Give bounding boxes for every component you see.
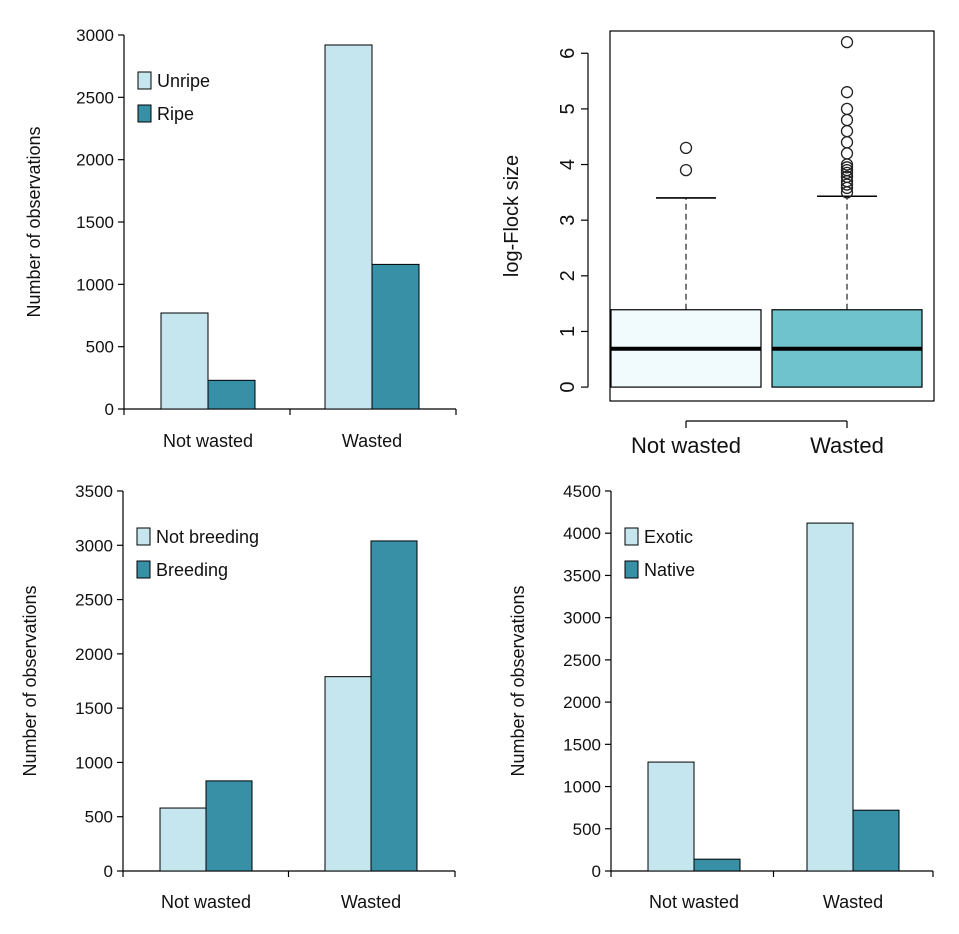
y-tick-label: 3000 <box>563 609 601 628</box>
outlier-point <box>840 166 854 180</box>
legend-label: Not breeding <box>156 527 259 547</box>
bar-breeding-not-wasted <box>205 780 253 872</box>
y-tick-label: 3500 <box>75 482 113 501</box>
legend-swatch <box>136 527 151 546</box>
chart-flock: 0 1 2 3 4 5 6 Not wasted Wasted log-Flock size <box>501 30 935 458</box>
y-tick-label: 1500 <box>76 213 114 232</box>
y-tick-label: 2000 <box>563 693 601 712</box>
outlier-point <box>679 163 693 177</box>
outlier-point <box>679 141 693 154</box>
outlier-point <box>840 178 854 191</box>
y-tick-label: 1000 <box>75 753 113 772</box>
outlier-point <box>840 86 854 99</box>
x-category-label: Wasted <box>341 892 401 912</box>
y-tick-label: 2000 <box>76 151 114 170</box>
legend-label: Unripe <box>157 71 210 91</box>
y-axis-label: Number of observations <box>24 126 44 317</box>
legend-swatch <box>624 560 639 579</box>
y-tick-label: 3000 <box>76 26 114 45</box>
legend: Exotic Native <box>624 527 695 580</box>
bar-native-wasted <box>852 809 900 872</box>
outlier-point <box>840 163 854 177</box>
y-tick-label: 1000 <box>76 275 114 294</box>
y-tick-label: 0 <box>104 862 113 881</box>
bar-breeding-wasted <box>370 540 418 872</box>
y-tick-label: 4 <box>557 159 579 170</box>
y-tick-label: 1500 <box>75 699 113 718</box>
y-tick-label: 3 <box>557 215 579 226</box>
y-tick-label: 3000 <box>75 536 113 555</box>
outlier-point <box>840 35 854 49</box>
bar-unripe-wasted <box>324 44 373 410</box>
outlier-point <box>840 147 854 160</box>
y-tick-label: 2500 <box>76 88 114 107</box>
y-tick-label: 1000 <box>563 778 601 797</box>
bar-not-breeding-not-wasted <box>159 807 207 872</box>
y-tick-label: 1 <box>557 326 579 337</box>
y-tick-label: 2000 <box>75 645 113 664</box>
y-tick-label: 6 <box>557 48 579 59</box>
x-category-label: Not wasted <box>161 892 251 912</box>
bar-not-breeding-wasted <box>324 676 372 872</box>
y-tick-label: 2500 <box>75 591 113 610</box>
legend-label: Ripe <box>157 104 194 124</box>
y-tick-label: 2500 <box>563 651 601 670</box>
bar-ripe-wasted <box>371 263 420 410</box>
y-tick-label: 5 <box>557 103 579 114</box>
x-category-label: Not wasted <box>649 892 739 912</box>
bar-native-not-wasted <box>693 858 741 872</box>
legend-swatch <box>137 104 152 123</box>
y-tick-label: 4500 <box>563 482 601 501</box>
outlier-point <box>840 161 854 174</box>
outlier-point <box>840 125 854 138</box>
legend-swatch <box>137 71 152 90</box>
x-category-label: Wasted <box>342 431 402 451</box>
x-category-label: Wasted <box>810 433 884 458</box>
y-tick-label: 500 <box>86 338 114 357</box>
y-axis-label: Number of observations <box>508 585 528 776</box>
legend-swatch <box>136 560 151 579</box>
chart-origin: 0 500 1000 1500 2000 2500 3000 3500 4000 4500 Not … <box>508 482 934 912</box>
bar-exotic-wasted <box>806 522 854 872</box>
y-tick-label: 0 <box>557 382 579 393</box>
plot-frame <box>609 30 935 402</box>
y-tick-label: 3500 <box>563 566 601 585</box>
chart-ripeness: 0 500 1000 1500 2000 2500 3000 Not wasted Wasted… <box>24 26 457 451</box>
bar-ripe-not-wasted <box>207 379 256 410</box>
chart-breeding: 0 500 1000 1500 2000 2500 3000 3500 Not wasted Wa… <box>20 482 456 912</box>
outlier-point <box>840 102 854 116</box>
legend-label: Breeding <box>156 560 228 580</box>
y-tick-label: 4000 <box>563 524 601 543</box>
bar-exotic-not-wasted <box>647 761 695 872</box>
box-not-wasted <box>610 141 762 388</box>
y-axis-label: Number of observations <box>20 585 40 776</box>
legend-label: Exotic <box>644 527 693 547</box>
x-category-label: Wasted <box>823 892 883 912</box>
outlier-point <box>840 113 854 127</box>
x-category-label: Not wasted <box>163 431 253 451</box>
legend-label: Native <box>644 560 695 580</box>
y-tick-label: 500 <box>573 820 601 839</box>
y-tick-label: 2 <box>557 270 579 281</box>
y-tick-label: 500 <box>85 808 113 827</box>
outlier-point <box>840 136 854 149</box>
box-wasted <box>771 35 923 388</box>
y-tick-label: 0 <box>592 862 601 881</box>
legend: Unripe Ripe <box>137 71 210 124</box>
bar-unripe-not-wasted <box>160 312 209 410</box>
y-tick-label: 0 <box>105 400 114 419</box>
y-tick-label: 1500 <box>563 735 601 754</box>
x-category-label: Not wasted <box>631 433 741 458</box>
legend-swatch <box>624 527 639 546</box>
y-axis-label: log-Flock size <box>501 155 523 277</box>
outlier-point <box>840 170 854 183</box>
legend: Not breeding Breeding <box>136 527 259 580</box>
